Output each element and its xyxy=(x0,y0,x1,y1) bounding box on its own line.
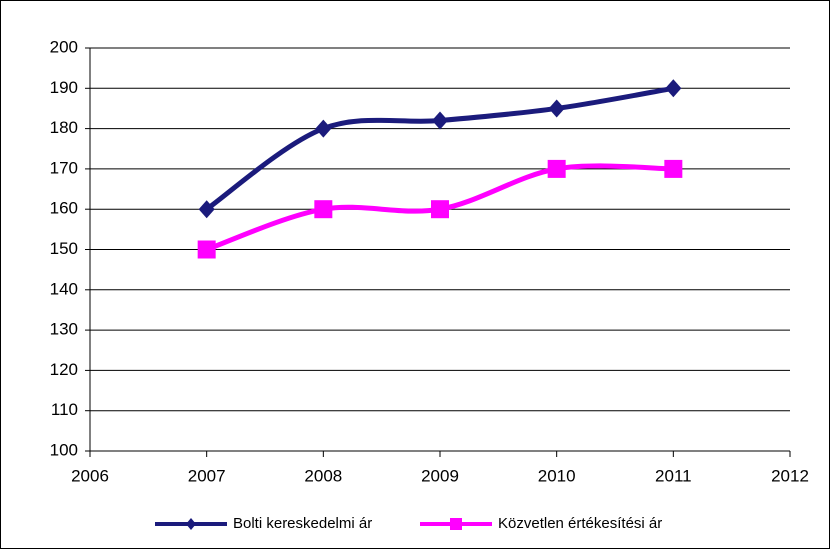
x-tick-label: 2009 xyxy=(421,466,459,485)
y-tick-label: 190 xyxy=(50,78,78,97)
marker xyxy=(664,159,683,178)
x-tick-label: 2006 xyxy=(71,466,109,485)
x-tick-label: 2011 xyxy=(655,466,692,485)
y-tick-label: 180 xyxy=(50,118,78,137)
marker xyxy=(315,119,332,138)
marker xyxy=(431,200,449,219)
marker xyxy=(314,200,333,219)
x-tick-label: 2008 xyxy=(304,466,342,485)
y-tick-label: 160 xyxy=(50,199,78,218)
y-tick-label: 110 xyxy=(51,400,78,419)
legend: Bolti kereskedelmi ár Közvetlen értékesít… xyxy=(155,515,662,532)
y-tick-label: 130 xyxy=(50,320,78,339)
y-tick-label: 200 xyxy=(50,37,78,56)
legend-marker xyxy=(186,518,196,530)
marker xyxy=(548,99,565,118)
y-tick-label: 170 xyxy=(50,158,78,177)
marker xyxy=(665,79,682,98)
x-tick-label: 2012 xyxy=(771,466,809,485)
marker xyxy=(432,111,448,130)
x-tick-label: 2007 xyxy=(188,466,226,485)
legend-label: Bolti kereskedelmi ár xyxy=(233,515,372,532)
x-tick-label: 2010 xyxy=(538,466,576,485)
y-tick-label: 150 xyxy=(50,239,78,258)
legend-marker xyxy=(450,518,462,530)
marker xyxy=(197,240,216,259)
marker xyxy=(547,159,566,178)
y-tick-label: 140 xyxy=(50,279,78,298)
y-tick-label: 100 xyxy=(50,440,78,459)
legend-label: Közvetlen értékesítési ár xyxy=(498,515,662,532)
marker xyxy=(198,200,215,219)
y-tick-label: 120 xyxy=(50,360,78,379)
